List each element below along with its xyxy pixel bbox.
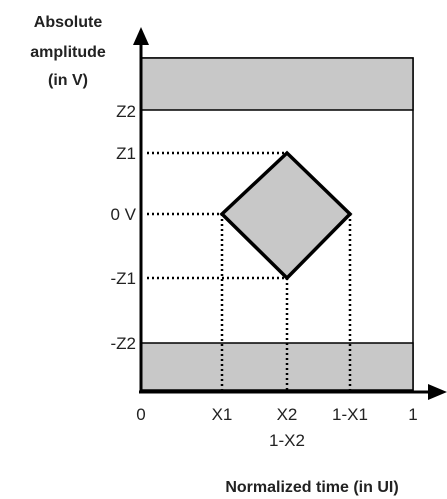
y-tick-neg-z2: -Z2: [111, 334, 137, 353]
y-axis-title-line-1: Absolute: [34, 14, 103, 31]
guide-lines: [147, 151, 352, 392]
y-axis-arrow: [133, 27, 149, 45]
y-tick-neg-z1: -Z1: [111, 269, 137, 288]
upper-mask-band: [140, 57, 414, 111]
y-tick-z2: Z2: [116, 102, 136, 121]
eye-diamond: [219, 150, 353, 281]
x-tick-x2: X2: [277, 405, 298, 424]
y-tick-z1: Z1: [116, 144, 136, 163]
x-tick-x1: X1: [212, 405, 233, 424]
x-tick-one-minus-x2: 1-X2: [269, 431, 305, 450]
x-axis-title: Normalized time (in UI): [225, 479, 398, 496]
x-axis-arrow: [428, 384, 447, 400]
x-tick-zero: 0: [136, 405, 145, 424]
y-axis-title-line-3: (in V): [48, 72, 88, 89]
x-tick-one: 1: [408, 405, 417, 424]
y-tick-zero: 0 V: [110, 205, 136, 224]
lower-mask-band: [140, 342, 414, 391]
x-tick-one-minus-x1: 1-X1: [332, 405, 368, 424]
y-axis-title-line-2: amplitude: [30, 44, 106, 61]
